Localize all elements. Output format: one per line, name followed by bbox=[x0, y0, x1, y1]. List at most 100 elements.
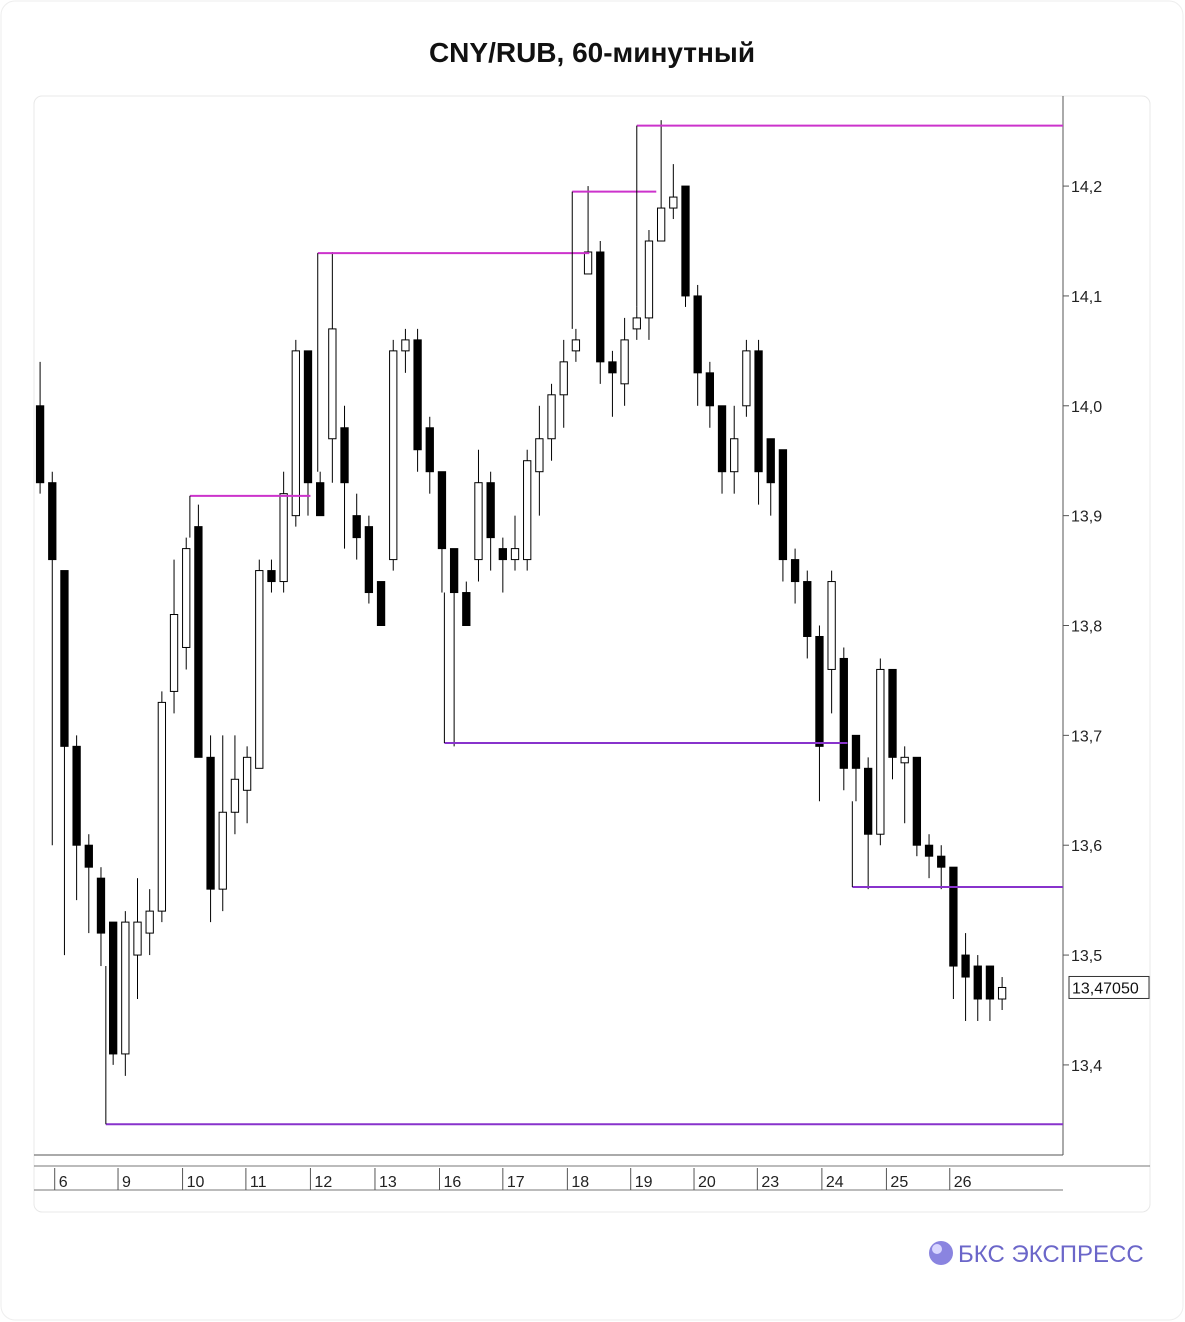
x-tick-label: 25 bbox=[890, 1174, 908, 1191]
brand-logo bbox=[929, 1241, 953, 1265]
candle-body bbox=[681, 185, 690, 297]
candle-body bbox=[644, 240, 654, 319]
candle-body bbox=[876, 668, 885, 835]
candle-body bbox=[632, 317, 641, 330]
brand: БКС ЭКСПРЕСС bbox=[958, 1241, 1144, 1268]
candle-body bbox=[973, 965, 982, 1000]
candle-body bbox=[547, 394, 556, 440]
candle-body bbox=[730, 438, 739, 473]
y-tick-label: 14,0 bbox=[1071, 399, 1102, 416]
candle-body bbox=[279, 493, 288, 583]
candle-body bbox=[997, 986, 1007, 1000]
y-tick-label: 14,2 bbox=[1071, 179, 1102, 196]
x-tick-label: 17 bbox=[507, 1174, 525, 1191]
x-tick-label: 16 bbox=[444, 1174, 462, 1191]
brand-logo-highlight bbox=[932, 1244, 942, 1254]
candle-body bbox=[401, 339, 410, 352]
candle-body bbox=[596, 251, 605, 363]
candle-body bbox=[912, 756, 922, 846]
candle-body bbox=[145, 910, 154, 934]
candle-body bbox=[109, 921, 118, 1055]
y-tick-label: 13,6 bbox=[1071, 838, 1102, 855]
y-tick-label: 13,7 bbox=[1071, 728, 1102, 745]
candle-body bbox=[169, 614, 179, 692]
candle-body bbox=[742, 350, 751, 407]
x-tick-label: 11 bbox=[250, 1174, 267, 1191]
x-tick-label: 18 bbox=[571, 1174, 589, 1191]
candle-body bbox=[364, 526, 374, 594]
candle-body bbox=[328, 328, 337, 440]
candle-body bbox=[133, 921, 142, 956]
candle-body bbox=[474, 482, 483, 561]
x-tick-label: 20 bbox=[698, 1174, 716, 1191]
candle-body bbox=[803, 581, 812, 637]
candle-body bbox=[827, 581, 836, 670]
candle-body bbox=[949, 866, 958, 967]
candle-body bbox=[705, 372, 715, 407]
candle-body bbox=[937, 855, 946, 868]
candle-body bbox=[267, 570, 276, 583]
y-tick-label: 13,9 bbox=[1071, 509, 1102, 526]
candle-body bbox=[462, 592, 471, 627]
candle-body bbox=[96, 877, 106, 934]
x-tick-label: 9 bbox=[122, 1174, 131, 1191]
candle-body bbox=[790, 559, 800, 583]
x-tick-label: 10 bbox=[187, 1174, 205, 1191]
candle-body bbox=[316, 482, 325, 517]
candle-body bbox=[242, 756, 252, 791]
candle-body bbox=[60, 570, 69, 747]
candle-body bbox=[510, 548, 520, 561]
y-tick-label: 14,1 bbox=[1071, 289, 1102, 306]
candle-body bbox=[900, 756, 909, 764]
candle-body bbox=[559, 361, 568, 396]
candle-body bbox=[620, 339, 629, 385]
x-tick-label: 6 bbox=[59, 1174, 68, 1191]
candle-body bbox=[230, 778, 240, 813]
candle-body bbox=[656, 207, 666, 242]
candle-body bbox=[303, 350, 313, 484]
candle-body bbox=[924, 844, 934, 857]
candle-body bbox=[340, 427, 349, 484]
candle-body bbox=[255, 570, 264, 769]
candle-body bbox=[815, 635, 824, 747]
chart-title: CNY/RUB, 60-минутный bbox=[429, 37, 755, 68]
x-tick-label: 24 bbox=[826, 1174, 844, 1191]
candle-body bbox=[291, 350, 300, 517]
candle-body bbox=[218, 811, 227, 890]
candle-body bbox=[535, 438, 544, 473]
candle-body bbox=[194, 526, 203, 758]
candle-body bbox=[182, 548, 191, 648]
x-tick-label: 26 bbox=[954, 1174, 972, 1191]
candle-body bbox=[389, 350, 398, 561]
x-tick-label: 12 bbox=[314, 1174, 332, 1191]
candle-body bbox=[583, 251, 593, 275]
candle-body bbox=[486, 482, 495, 539]
chart-panel bbox=[33, 95, 1151, 1213]
y-tick-label: 13,8 bbox=[1071, 619, 1102, 636]
candle-body bbox=[48, 482, 57, 561]
candle-body bbox=[693, 295, 702, 374]
candle-body bbox=[985, 965, 995, 1000]
x-tick-label: 19 bbox=[635, 1174, 653, 1191]
y-tick-label: 13,4 bbox=[1071, 1058, 1102, 1075]
candle-body bbox=[571, 339, 581, 352]
candle-body bbox=[717, 405, 727, 473]
candle-body bbox=[206, 756, 215, 890]
x-tick-label: 23 bbox=[761, 1174, 779, 1191]
last-price-label: 13,47050 bbox=[1072, 980, 1139, 997]
candle-body bbox=[352, 515, 361, 539]
candle-body bbox=[35, 405, 45, 484]
y-tick-label: 13,5 bbox=[1071, 948, 1102, 965]
last-price-box bbox=[1068, 975, 1150, 999]
candle-body bbox=[608, 361, 617, 374]
candle-body bbox=[669, 196, 678, 209]
candle-body bbox=[376, 581, 386, 627]
candle-body bbox=[864, 767, 873, 835]
candle-body bbox=[961, 954, 970, 978]
candle-body bbox=[449, 548, 459, 594]
candle-body bbox=[121, 921, 130, 1055]
candle-body bbox=[754, 350, 763, 473]
candle-body bbox=[888, 668, 897, 758]
